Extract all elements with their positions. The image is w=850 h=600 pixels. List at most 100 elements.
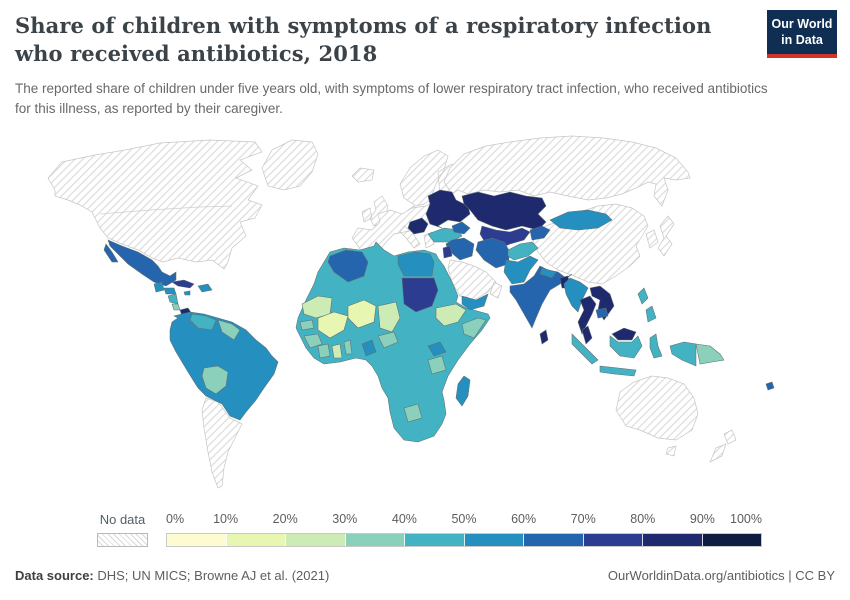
region-mongolia[interactable] — [549, 209, 613, 231]
page-subtitle: The reported share of children under fiv… — [15, 81, 768, 116]
legend-bin[interactable] — [702, 534, 761, 546]
region-indonesia[interactable] — [571, 333, 663, 377]
region-niger[interactable] — [347, 299, 377, 329]
region-bolivia[interactable] — [201, 365, 229, 395]
page-title: Share of children with symptoms of a res… — [15, 13, 712, 66]
legend-bins — [166, 533, 762, 547]
region-egypt[interactable] — [397, 251, 435, 277]
region-botswana[interactable] — [403, 403, 423, 423]
region-thailand[interactable] — [577, 295, 597, 335]
owid-logo: Our World in Data — [767, 10, 837, 59]
region-jamaica[interactable] — [183, 290, 191, 296]
region-greenland[interactable] — [261, 139, 319, 191]
region-ivory-coast[interactable] — [317, 343, 331, 359]
region-canada-usa[interactable] — [47, 139, 263, 270]
region-caucasus[interactable] — [451, 221, 471, 235]
legend-tick-label: 30% — [332, 512, 358, 526]
region-laos-vietnam[interactable] — [589, 285, 615, 321]
region-japan[interactable] — [657, 215, 675, 257]
region-madagascar[interactable] — [455, 375, 471, 407]
region-syria-iraq[interactable] — [445, 237, 475, 261]
region-east-europe[interactable] — [425, 189, 471, 229]
legend-bin[interactable] — [464, 534, 524, 546]
region-costa-rica[interactable] — [171, 303, 181, 311]
region-kazakhstan[interactable] — [461, 191, 547, 231]
region-honduras[interactable] — [163, 287, 177, 295]
legend-ticks: 0% 10% 20% 30% 40% 50% 60% 70% 80% 90% 100% — [166, 512, 762, 529]
owid-logo-line1: Our World — [771, 17, 833, 31]
legend-no-data-label: No data — [99, 512, 146, 527]
region-jordan[interactable] — [442, 245, 453, 259]
legend-tick-label: 50% — [451, 512, 477, 526]
region-uganda-kenya[interactable] — [427, 341, 447, 357]
region-guinea[interactable] — [303, 333, 323, 349]
footer-datasource-value: DHS; UN MICS; Browne AJ et al. (2021) — [93, 568, 330, 583]
usa-canada-border — [99, 205, 233, 215]
region-somalia[interactable] — [461, 317, 487, 339]
region-papua-new-guinea[interactable] — [695, 343, 725, 365]
region-philippines[interactable] — [637, 287, 657, 323]
legend-bin[interactable] — [167, 534, 227, 546]
region-fiji[interactable] — [765, 381, 775, 391]
region-afghanistan[interactable] — [507, 241, 539, 261]
legend-bin[interactable] — [524, 534, 584, 546]
region-sri-lanka[interactable] — [539, 329, 549, 345]
region-new-zealand[interactable] — [709, 429, 737, 463]
region-kyrgyzstan-tajikistan[interactable] — [529, 225, 551, 241]
legend-bin[interactable] — [345, 534, 405, 546]
region-hispaniola[interactable] — [197, 283, 213, 293]
region-papua-indonesia[interactable] — [669, 341, 697, 367]
region-senegal[interactable] — [299, 319, 315, 331]
legend-bin[interactable] — [226, 534, 286, 546]
region-india[interactable] — [509, 265, 573, 329]
legend-tick-label: 20% — [272, 512, 298, 526]
legend-tick-label: 100% — [730, 512, 762, 526]
region-balkans[interactable] — [407, 217, 429, 235]
region-oman[interactable] — [489, 281, 503, 299]
region-turkey[interactable] — [427, 227, 463, 243]
region-australia[interactable] — [615, 375, 699, 457]
region-chad[interactable] — [377, 301, 401, 333]
region-venezuela[interactable] — [189, 313, 217, 331]
legend-no-data-swatch[interactable] — [97, 533, 148, 547]
region-guyana-suriname[interactable] — [217, 319, 241, 341]
region-ethiopia[interactable] — [435, 303, 467, 327]
region-mexico[interactable] — [103, 239, 177, 287]
legend-bin[interactable] — [583, 534, 643, 546]
region-yemen[interactable] — [461, 293, 489, 311]
region-cambodia[interactable] — [595, 307, 609, 319]
region-cuba[interactable] — [171, 279, 195, 289]
region-tanzania[interactable] — [427, 355, 447, 375]
region-southern-cone[interactable] — [201, 397, 243, 489]
region-central-african-republic[interactable] — [377, 331, 399, 349]
world-map[interactable] — [0, 130, 850, 510]
region-korea[interactable] — [645, 229, 659, 249]
region-ghana[interactable] — [331, 343, 343, 359]
region-pakistan[interactable] — [503, 255, 539, 285]
legend-no-data[interactable]: No data — [97, 512, 148, 547]
region-sudan[interactable] — [401, 277, 439, 313]
region-benin[interactable] — [343, 339, 353, 355]
legend-bin[interactable] — [405, 534, 465, 546]
legend-tick-label: 10% — [213, 512, 239, 526]
owid-logo-line2: in Data — [781, 32, 823, 47]
legend-tick-label: 60% — [511, 512, 537, 526]
region-guatemala[interactable] — [153, 281, 165, 293]
legend-tick-label: 40% — [391, 512, 417, 526]
region-cameroon[interactable] — [361, 339, 377, 357]
region-malaysia-borneo[interactable] — [611, 327, 637, 341]
region-russia[interactable] — [443, 135, 691, 207]
legend-tick-label: 70% — [570, 512, 596, 526]
region-nicaragua[interactable] — [167, 293, 179, 305]
legend-bin[interactable] — [286, 534, 346, 546]
region-south-america[interactable] — [169, 311, 279, 421]
region-nepal[interactable] — [539, 267, 557, 279]
legend-tick-label: 80% — [630, 512, 656, 526]
region-mali[interactable] — [317, 311, 349, 339]
legend-bin[interactable] — [643, 534, 703, 546]
region-iceland[interactable] — [351, 167, 375, 183]
region-algeria[interactable] — [327, 249, 369, 283]
region-malaysia-peninsula[interactable] — [581, 325, 593, 345]
region-myanmar[interactable] — [563, 277, 589, 313]
legend-scale: 0% 10% 20% 30% 40% 50% 60% 70% 80% 90% 100% — [166, 512, 762, 547]
